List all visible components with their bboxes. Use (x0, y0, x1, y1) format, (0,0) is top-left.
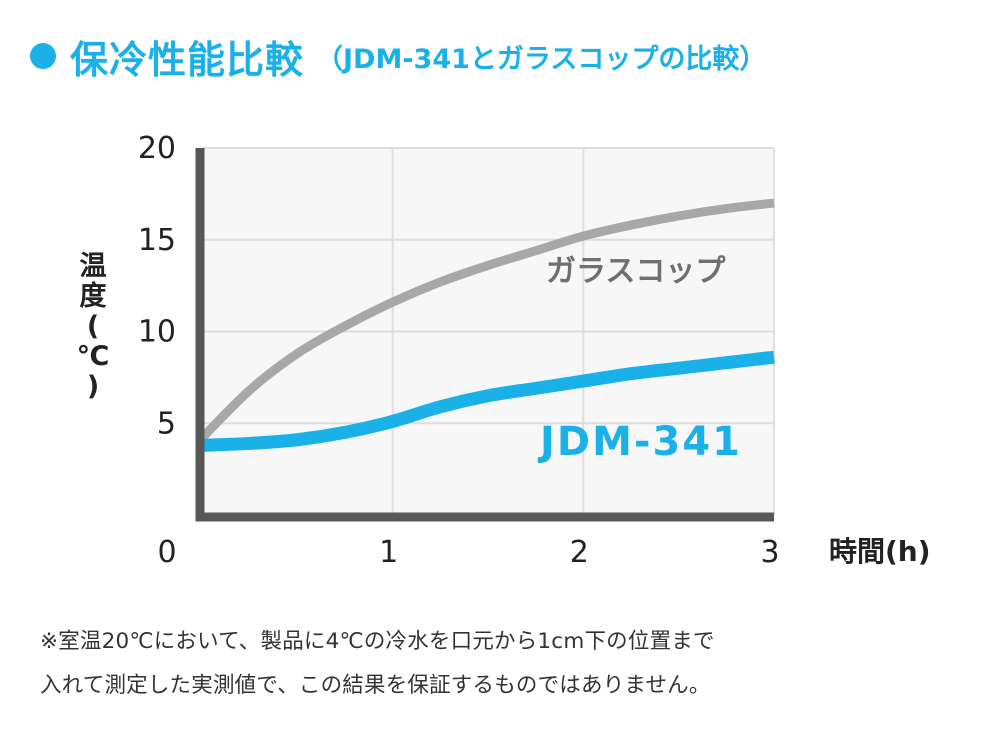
series-label-jdm: JDM-341 (537, 419, 742, 465)
series-line-jdm (201, 350, 775, 452)
series-group (198, 198, 775, 452)
x-tick-label-2: 2 (570, 535, 589, 570)
y-tick-label-10: 10 (138, 315, 176, 350)
x-axis-label: 時間(h) (829, 535, 931, 568)
grid-lines (202, 147, 775, 515)
chart-labels: 時間(h) 温度(℃) ガラスコップ JDM-341 (77, 251, 931, 568)
x-tick-label-1: 1 (379, 535, 398, 570)
cooling-performance-chart: 5 10 15 20 0 1 2 3 時間(h) 温度(℃) ガラスコップ JDM-341 (77, 131, 931, 570)
axis-lines (195, 148, 774, 522)
x-tick-label-0: 0 (157, 535, 176, 570)
x-tick-label-3: 3 (760, 535, 779, 570)
footnote-line-1: ※室温20℃において、製品に4℃の冷水を口元から1cm下の位置まで (40, 629, 715, 654)
y-axis-label-char: ℃ (77, 341, 110, 372)
bullet-dot-icon (30, 43, 56, 69)
page-subtitle: （JDM-341とガラスコップの比較） (316, 43, 767, 75)
series-line-glass (198, 198, 775, 442)
y-axis-label-char: 温 (80, 251, 107, 282)
y-axis-label-char: ) (87, 371, 99, 402)
y-axis-label-char: ( (87, 311, 99, 342)
y-axis-label: 温度(℃) (77, 251, 110, 402)
y-tick-label-15: 15 (138, 223, 176, 258)
tick-labels: 5 10 15 20 0 1 2 3 (138, 131, 780, 570)
footnote-line-2: 入れて測定した実測値で、この結果を保証するものではありません。 (40, 673, 711, 698)
series-label-glass: ガラスコップ (546, 254, 726, 289)
page-title: 保冷性能比較 (70, 37, 305, 82)
title-row: 保冷性能比較 （JDM-341とガラスコップの比較） (30, 26, 766, 86)
y-tick-label-5: 5 (157, 406, 176, 441)
axes (195, 148, 774, 522)
y-axis-label-char: 度 (80, 280, 107, 312)
y-tick-label-20: 20 (138, 131, 176, 166)
